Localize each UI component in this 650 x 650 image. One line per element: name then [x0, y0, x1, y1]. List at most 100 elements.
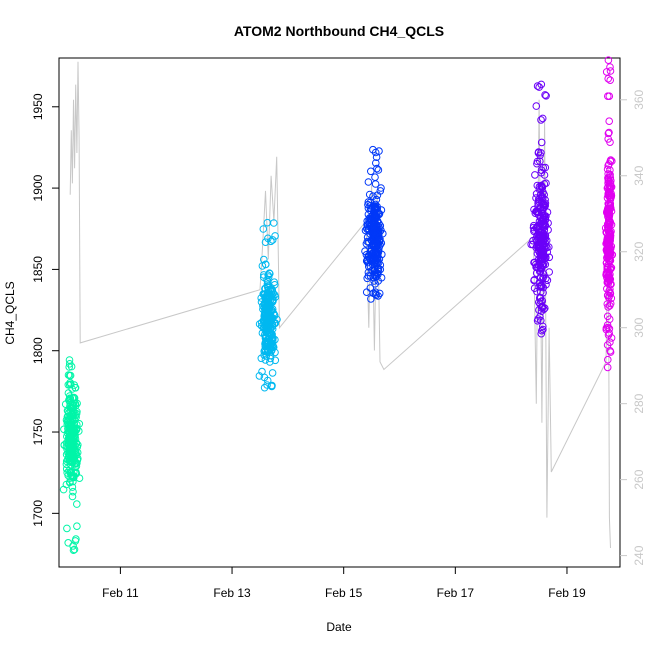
series-point: [606, 173, 615, 182]
series-point: [75, 427, 83, 435]
series-point: [542, 242, 550, 250]
series-point: [267, 382, 276, 390]
series-point: [65, 421, 73, 430]
series-point: [603, 300, 612, 308]
y2-tick-label: 340: [632, 165, 646, 185]
series-point: [265, 269, 274, 278]
y-axis-left: 1700 1750 1800 1850 1900 1950: [31, 93, 59, 527]
series-point: [368, 237, 377, 246]
x-tick-label: Feb 17: [437, 586, 475, 600]
series-point: [536, 282, 545, 291]
series-point: [606, 76, 615, 84]
series-point: [268, 334, 277, 342]
series-point: [365, 214, 374, 222]
points-layer: [59, 56, 617, 555]
series-point: [266, 354, 275, 363]
series-point: [267, 237, 275, 246]
series-point: [606, 218, 614, 226]
series-point: [364, 178, 373, 186]
x-axis: Feb 11 Feb 13 Feb 15 Feb 17 Feb 19: [102, 566, 586, 600]
series-point: [604, 92, 612, 100]
series-point: [377, 206, 386, 214]
series-point: [372, 252, 381, 261]
series-point: [66, 371, 75, 380]
series-point: [261, 290, 269, 299]
series-point: [605, 329, 614, 338]
series-point: [532, 102, 541, 110]
series-point: [270, 219, 278, 227]
y-tick-label: 1850: [31, 256, 45, 283]
series-point: [537, 116, 545, 124]
series-point: [606, 157, 615, 166]
y2-tick-label: 360: [632, 89, 646, 109]
series-point: [604, 129, 613, 138]
series-point: [69, 487, 77, 496]
series-point: [606, 67, 615, 75]
series-point: [536, 264, 545, 272]
series-point: [537, 329, 546, 338]
series-point: [66, 468, 74, 477]
series-point: [541, 199, 550, 208]
series-point: [261, 238, 270, 246]
y2-tick-label: 240: [632, 545, 646, 565]
series-point: [262, 309, 271, 317]
series-point: [261, 260, 270, 269]
series-point: [534, 149, 543, 157]
series-point: [604, 323, 612, 332]
x-tick-label: Feb 11: [102, 586, 139, 600]
series-point: [370, 277, 378, 285]
series-point: [263, 381, 271, 389]
series-point: [269, 343, 278, 352]
series-point: [536, 220, 545, 228]
series-point: [543, 276, 552, 285]
series-point: [264, 316, 273, 324]
series-point: [71, 383, 79, 392]
series-point: [68, 492, 77, 501]
y2-tick-label: 300: [632, 317, 646, 337]
series-point: [604, 277, 613, 286]
series-point: [72, 409, 81, 418]
series-point: [539, 325, 547, 334]
series-point: [376, 187, 385, 195]
series-point: [370, 227, 378, 236]
series-point: [532, 269, 541, 277]
y-tick-label: 1950: [31, 93, 45, 120]
y-tick-label: 1800: [31, 337, 45, 364]
series-point: [602, 259, 611, 267]
series-point: [541, 231, 550, 240]
series-point: [75, 420, 84, 428]
series-point: [372, 225, 380, 233]
series-point: [608, 251, 617, 259]
series-point: [603, 363, 612, 372]
background-series-line: [69, 61, 611, 549]
series-point: [534, 221, 543, 230]
series-point: [540, 203, 549, 212]
series-point: [69, 542, 77, 550]
series-point: [533, 159, 541, 168]
series-point: [537, 138, 546, 147]
series-point: [65, 457, 74, 466]
series-point: [542, 274, 550, 283]
y-tick-label: 1700: [31, 500, 45, 527]
series-point: [377, 184, 385, 192]
series-point: [66, 429, 74, 437]
series-point: [368, 257, 377, 266]
series-point: [604, 213, 612, 221]
series-point: [72, 468, 80, 477]
series-point: [530, 227, 538, 236]
series-2-points: [255, 218, 281, 392]
series-point: [606, 63, 614, 71]
series-point: [536, 313, 544, 321]
series-point: [607, 189, 615, 198]
series-point: [72, 439, 81, 447]
series-point: [604, 220, 612, 228]
series-point: [375, 236, 384, 245]
series-point: [372, 250, 381, 258]
series-point: [605, 325, 614, 333]
series-point: [537, 149, 545, 157]
series-point: [366, 284, 375, 292]
series-5-points: [601, 56, 617, 372]
series-point: [66, 478, 74, 486]
series-point: [264, 329, 273, 338]
